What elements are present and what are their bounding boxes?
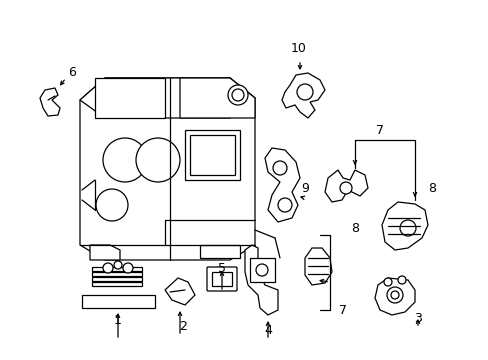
Text: 4: 4 [264,324,271,337]
Polygon shape [92,277,142,281]
Text: 8: 8 [350,221,358,234]
Bar [190,135,235,175]
Circle shape [114,261,122,269]
Polygon shape [282,73,325,118]
Bar [184,130,240,180]
Circle shape [399,220,415,236]
Polygon shape [40,88,60,116]
Circle shape [390,291,398,299]
Circle shape [386,287,402,303]
Circle shape [103,138,147,182]
Text: 5: 5 [218,262,225,275]
Polygon shape [381,202,427,250]
Text: 10: 10 [290,41,306,54]
Circle shape [383,278,391,286]
Text: 7: 7 [375,123,383,136]
Text: 6: 6 [68,66,76,78]
Polygon shape [80,78,254,118]
Polygon shape [92,272,142,276]
Polygon shape [90,245,120,260]
Text: 2: 2 [179,320,186,333]
Circle shape [103,263,113,273]
Circle shape [123,263,133,273]
Polygon shape [92,267,142,271]
Polygon shape [80,78,254,260]
Circle shape [296,84,312,100]
Polygon shape [82,295,155,308]
Circle shape [96,189,128,221]
Circle shape [339,182,351,194]
Text: 1: 1 [114,314,122,327]
Circle shape [272,161,286,175]
Circle shape [227,85,247,105]
Polygon shape [264,148,299,222]
Text: 8: 8 [427,181,435,194]
Text: 9: 9 [301,181,308,194]
Polygon shape [305,248,331,285]
Text: 3: 3 [413,311,421,324]
Text: 7: 7 [338,303,346,316]
Circle shape [136,138,180,182]
Circle shape [256,264,267,276]
Polygon shape [200,245,240,258]
Circle shape [397,276,405,284]
Polygon shape [244,245,278,315]
Polygon shape [374,278,414,315]
FancyBboxPatch shape [206,267,237,291]
Circle shape [231,89,244,101]
Bar [212,272,231,286]
Polygon shape [249,258,274,282]
Polygon shape [95,78,164,118]
Polygon shape [164,278,195,305]
Polygon shape [325,170,367,202]
Polygon shape [180,78,254,118]
Circle shape [278,198,291,212]
Polygon shape [92,282,142,286]
